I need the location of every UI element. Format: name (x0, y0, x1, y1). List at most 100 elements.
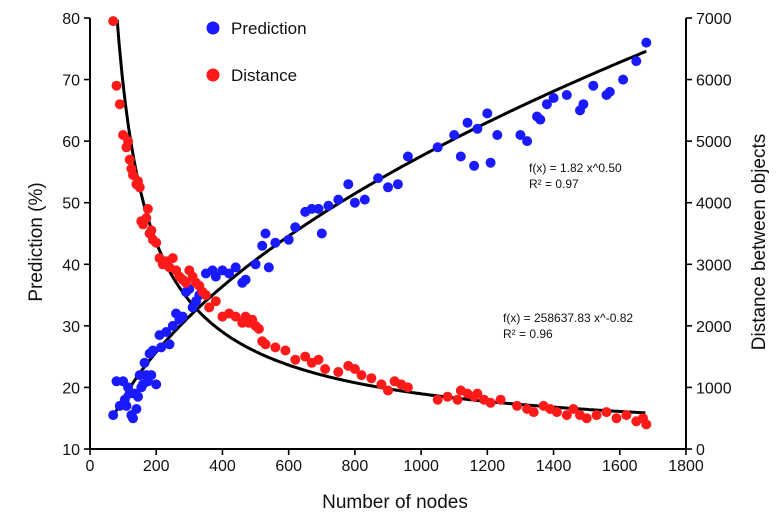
prediction-point (383, 182, 393, 193)
prediction-point (257, 240, 268, 251)
y-right-tick-label: 1000 (696, 380, 732, 397)
y-left-tick-label: 30 (62, 319, 80, 336)
distance-point (167, 253, 178, 264)
x-tick-label: 1800 (668, 458, 704, 475)
distance-point (383, 385, 393, 396)
prediction-point (146, 370, 157, 381)
y-right-tick-label: 4000 (696, 196, 732, 213)
prediction-point (210, 271, 221, 282)
distance-fit-equation: f(x) = 258637.83 x^-0.82 (503, 311, 633, 325)
distance-point (204, 302, 215, 313)
distance-point (108, 16, 119, 27)
distance-point (142, 203, 153, 214)
prediction-point (283, 234, 294, 245)
prediction-point (313, 203, 324, 214)
fit-curves (113, 19, 647, 415)
prediction-point (631, 56, 642, 67)
y-left-tick-label: 10 (62, 442, 80, 459)
distance-point (512, 400, 523, 411)
prediction-point (541, 99, 552, 110)
distance-point (141, 213, 152, 224)
y-right-tick-label: 3000 (696, 257, 732, 274)
prediction-point (492, 130, 503, 140)
y-left-tick-label: 40 (62, 257, 80, 274)
prediction-point (131, 404, 142, 414)
legend-marker-distance (206, 68, 220, 82)
data-points (108, 16, 652, 430)
prediction-point (121, 400, 132, 411)
x-tick-label: 800 (342, 458, 369, 475)
prediction-point (455, 151, 466, 162)
prediction-point (139, 357, 150, 368)
prediction-point (263, 262, 274, 273)
prediction-point (133, 391, 143, 402)
prediction-point (359, 194, 370, 205)
prediction-point (548, 93, 559, 103)
axes (89, 18, 687, 450)
prediction-point (343, 179, 354, 190)
y-left-tick-label: 20 (62, 380, 80, 397)
distance-point (333, 367, 344, 377)
prediction-point (472, 123, 483, 134)
y-left-tick-label: 80 (62, 11, 80, 28)
prediction-point (333, 194, 344, 205)
prediction-fit-curve (113, 49, 647, 415)
distance-point (290, 354, 301, 365)
prediction-point (522, 136, 533, 147)
prediction-point (578, 99, 589, 110)
x-tick-label: 400 (209, 458, 236, 475)
prediction-point (164, 339, 175, 350)
prediction-point (535, 114, 546, 125)
prediction-point (316, 228, 327, 239)
prediction-point (270, 237, 281, 248)
distance-point (581, 413, 592, 424)
prediction-point (290, 222, 301, 233)
y-left-tick-label: 50 (62, 196, 80, 213)
prediction-point (392, 179, 403, 190)
y-right-tick-label: 7000 (696, 11, 732, 28)
prediction-point (349, 197, 360, 208)
distance-point (280, 345, 291, 356)
prediction-point (469, 160, 480, 171)
distance-point (472, 388, 483, 399)
distance-point (230, 311, 241, 322)
distance-point (485, 397, 496, 408)
prediction-point (373, 173, 384, 184)
distance-point (253, 323, 264, 334)
legend-label-prediction: Prediction (231, 19, 307, 38)
prediction-point (618, 74, 629, 85)
ticks: 0 200 400 600 800 1000 1200 1400 1600 18001020304… (62, 11, 731, 475)
distance-point (591, 410, 602, 421)
distance-point (114, 99, 125, 110)
distance-fit-curve (115, 19, 646, 415)
y-right-tick-label: 5000 (696, 134, 732, 151)
y-left-tick-label: 70 (62, 73, 80, 90)
distance-point (402, 382, 413, 393)
x-tick-label: 1600 (602, 458, 638, 475)
distance-point (621, 410, 632, 421)
prediction-point (260, 228, 271, 239)
x-tick-label: 600 (275, 458, 302, 475)
distance-point (260, 339, 271, 350)
prediction-point (449, 130, 460, 140)
prediction-point (156, 342, 167, 353)
distance-point (349, 364, 360, 374)
distance-point (124, 154, 135, 165)
prediction-point (432, 142, 443, 153)
prediction-point (147, 345, 158, 356)
y-left-axis-title: Prediction (%) (26, 182, 47, 301)
distance-point (151, 237, 162, 248)
prediction-point (128, 413, 138, 424)
distance-point (442, 391, 453, 402)
y-right-tick-label: 6000 (696, 73, 732, 90)
distance-point (270, 342, 281, 353)
prediction-point (250, 259, 261, 270)
distance-point (641, 419, 652, 430)
distance-point (181, 277, 191, 288)
distance-point (300, 351, 311, 362)
y-right-tick-label: 0 (696, 442, 705, 459)
prediction-point (108, 410, 119, 421)
prediction-point (604, 86, 615, 97)
distance-point (432, 394, 443, 405)
distance-point (568, 404, 579, 414)
